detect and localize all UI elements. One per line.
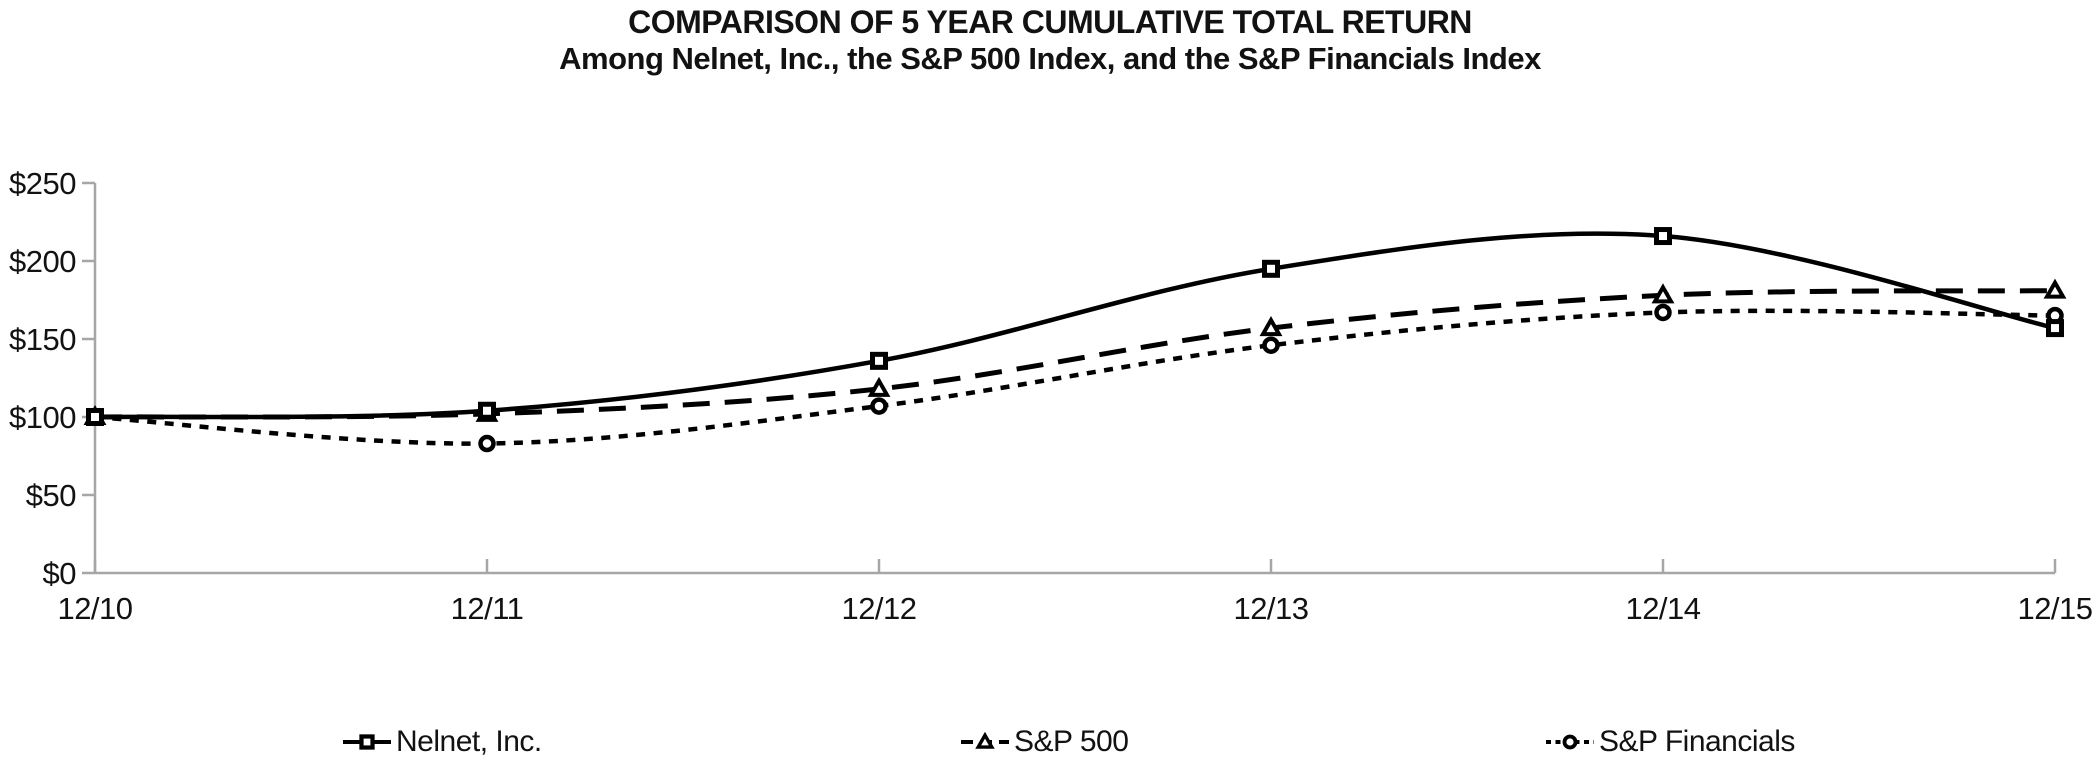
- nelnet-line-sample-icon: [343, 734, 391, 750]
- legend-label-sp500: S&P 500: [1014, 725, 1129, 758]
- legend-label-sp-financials: S&P Financials: [1599, 725, 1795, 758]
- x-tick-label: 12/15: [2017, 591, 2092, 626]
- y-tick-label: $0: [43, 556, 77, 591]
- series-line-0: [94, 231, 2056, 420]
- square-marker-icon: [1654, 227, 1672, 246]
- circle-marker-icon: [1262, 336, 1280, 354]
- sp-financials-line-sample-icon: [1546, 734, 1594, 750]
- x-tick-label: 12/11: [451, 591, 524, 626]
- x-tick-label: 12/14: [1625, 591, 1700, 626]
- y-tick-label: $150: [9, 322, 76, 357]
- triangle-marker-icon: [1259, 316, 1283, 337]
- legend-label-nelnet: Nelnet, Inc.: [396, 725, 542, 758]
- x-tick-label: 12/12: [841, 591, 916, 626]
- y-tick-label: $250: [9, 166, 76, 201]
- sp500-line-sample-icon: [961, 731, 1009, 749]
- chart-legend: Nelnet, Inc. S&P 500 S&P Financials: [0, 722, 2100, 762]
- legend-item-sp500: S&P 500: [961, 722, 1129, 762]
- triangle-marker-icon: [975, 731, 995, 749]
- series-line-2: [94, 308, 2056, 446]
- square-marker-icon: [86, 408, 104, 426]
- legend-item-sp-financials: S&P Financials: [1546, 722, 1795, 762]
- triangle-marker-icon: [2043, 278, 2067, 299]
- legend-item-nelnet: Nelnet, Inc.: [343, 722, 542, 762]
- series-line-1: [94, 288, 2056, 420]
- circle-marker-icon: [1562, 734, 1578, 750]
- x-tick-label: 12/10: [57, 591, 132, 626]
- square-marker-icon: [1262, 259, 1280, 278]
- square-marker-icon: [2046, 319, 2064, 338]
- square-marker-icon: [870, 351, 888, 370]
- triangle-marker-icon: [867, 376, 891, 397]
- circle-marker-icon: [478, 434, 496, 453]
- chart-subtitle: Among Nelnet, Inc., the S&P 500 Index, a…: [559, 41, 1541, 76]
- y-tick-label: $50: [26, 478, 76, 513]
- circle-marker-icon: [870, 397, 888, 415]
- triangle-marker-icon: [1651, 283, 1675, 304]
- circle-marker-icon: [1654, 303, 1672, 322]
- x-tick-label: 12/13: [1233, 591, 1308, 626]
- y-tick-label: $100: [9, 400, 76, 435]
- chart-title: COMPARISON OF 5 YEAR CUMULATIVE TOTAL RE…: [628, 4, 1472, 40]
- y-tick-label: $200: [9, 244, 76, 279]
- square-marker-icon: [478, 401, 496, 420]
- square-marker-icon: [359, 734, 375, 750]
